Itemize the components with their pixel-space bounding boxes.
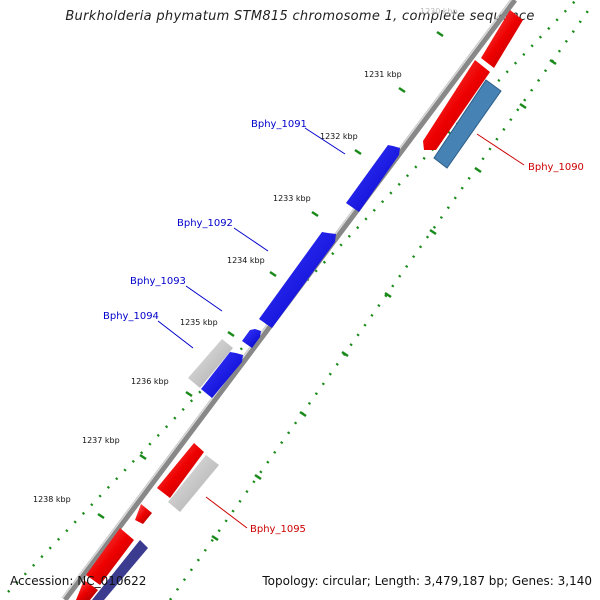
cds-red-bottom (86, 528, 134, 585)
inner-dotted-ring (168, 7, 592, 600)
topology-text: Topology: circular; Length: 3,479,187 bp… (262, 574, 592, 588)
cds-red-top (481, 10, 523, 68)
feature-gray-1095 (168, 455, 219, 512)
tick-label-1237: 1237 kbp (82, 436, 120, 445)
tick-marks (97, 30, 557, 542)
gene-bphy-1091 (346, 145, 400, 212)
gene-label-bphy-1094[interactable]: Bphy_1094 (103, 311, 159, 322)
tick-label-1234: 1234 kbp (227, 256, 265, 265)
gene-label-bphy-1095[interactable]: Bphy_1095 (250, 524, 306, 535)
feature-navy-bottom (92, 540, 148, 600)
tick-label-1236: 1236 kbp (131, 377, 169, 386)
map-title: Burkholderia phymatum STM815 chromosome … (65, 9, 535, 24)
gene-bphy-1093 (242, 329, 261, 348)
tick-labels: 1230 kbp 1231 kbp 1232 kbp 1233 kbp 1234… (33, 7, 458, 504)
tick-label-1230: 1230 kbp (420, 7, 458, 16)
cds-red-1095b (135, 504, 152, 524)
forward-genes (188, 145, 400, 398)
gene-labels: Bphy_1091 Bphy_1092 Bphy_1093 Bphy_1094 … (103, 119, 584, 535)
gene-label-bphy-1092[interactable]: Bphy_1092 (177, 218, 233, 229)
gene-label-bphy-1090[interactable]: Bphy_1090 (528, 162, 584, 173)
gene-label-bphy-1093[interactable]: Bphy_1093 (130, 276, 186, 287)
callout-lines (157, 127, 525, 529)
gene-bphy-1092 (259, 232, 336, 328)
tick-label-1235: 1235 kbp (180, 318, 218, 327)
tick-label-1233: 1233 kbp (273, 194, 311, 203)
gene-bphy-1090-steelblue (433, 79, 502, 169)
cds-red-1095a (157, 443, 204, 498)
accession-text: Accession: NC_010622 (10, 574, 147, 588)
tick-label-1238: 1238 kbp (33, 495, 71, 504)
tick-label-1232: 1232 kbp (320, 132, 358, 141)
cds-red-bottom2 (76, 580, 98, 600)
cds-red-1090 (423, 60, 490, 150)
gene-label-bphy-1091[interactable]: Bphy_1091 (251, 119, 307, 130)
reverse-features (92, 79, 502, 600)
gene-bphy-1094 (201, 352, 243, 398)
feature-gray-1094 (188, 339, 233, 388)
tick-label-1231: 1231 kbp (364, 70, 402, 79)
red-features (76, 10, 523, 600)
